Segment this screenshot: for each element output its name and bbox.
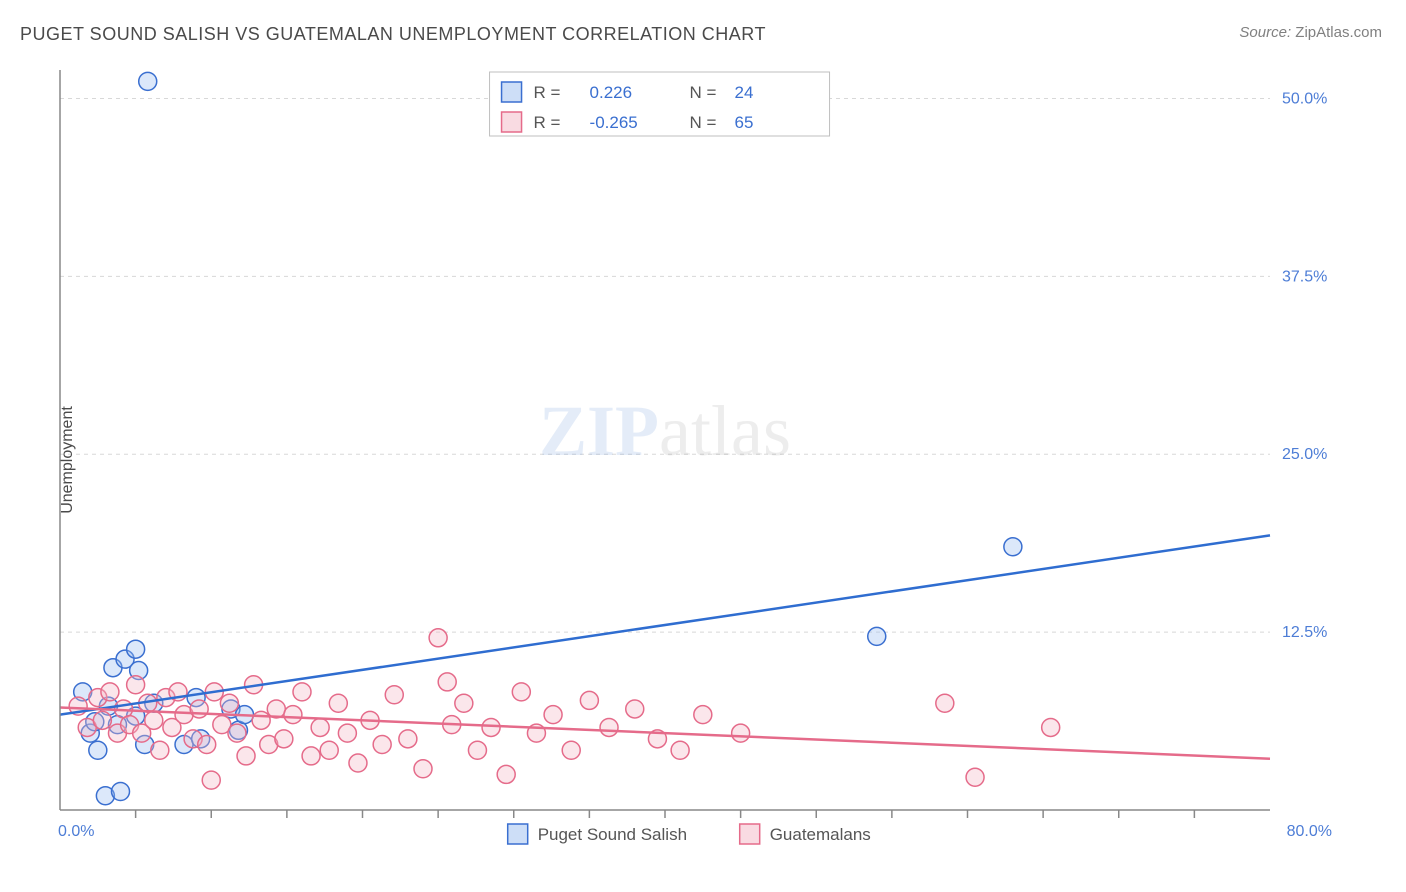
- data-point: [373, 736, 391, 754]
- data-point: [626, 700, 644, 718]
- data-point: [936, 694, 954, 712]
- source-attribution: Source: ZipAtlas.com: [1239, 24, 1382, 41]
- x-min-label: 0.0%: [58, 823, 94, 840]
- data-point: [190, 700, 208, 718]
- legend-swatch: [740, 824, 760, 844]
- y-axis-label: Unemployment: [59, 406, 77, 514]
- data-point: [93, 711, 111, 729]
- data-point: [302, 747, 320, 765]
- data-point: [151, 741, 169, 759]
- data-point: [329, 694, 347, 712]
- data-point: [320, 741, 338, 759]
- legend-r-label: R =: [534, 113, 561, 132]
- data-point: [694, 706, 712, 724]
- data-point: [455, 694, 473, 712]
- data-point: [438, 673, 456, 691]
- legend-series-label: Guatemalans: [770, 825, 871, 844]
- chart-area: Unemployment 12.5% 25.0% 37.5% 50.0% ZIPatla…: [50, 60, 1350, 860]
- legend-n-value: 24: [735, 83, 754, 102]
- data-point: [1042, 718, 1060, 736]
- legend-swatch: [502, 112, 522, 132]
- data-point: [562, 741, 580, 759]
- data-point: [198, 736, 216, 754]
- scatter-chart: 12.5% 25.0% 37.5% 50.0% ZIPatlas 0.0% 80.0% R =…: [50, 60, 1350, 860]
- data-point: [966, 768, 984, 786]
- legend-n-label: N =: [690, 83, 717, 102]
- data-point: [429, 629, 447, 647]
- data-point: [101, 683, 119, 701]
- data-point: [127, 676, 145, 694]
- data-point: [237, 747, 255, 765]
- legend-r-value: 0.226: [590, 83, 633, 102]
- trend-line: [60, 535, 1270, 714]
- source-label: Source:: [1239, 24, 1291, 41]
- data-point: [228, 724, 246, 742]
- data-point: [385, 686, 403, 704]
- source-value: ZipAtlas.com: [1295, 24, 1382, 41]
- data-point: [414, 760, 432, 778]
- chart-title: PUGET SOUND SALISH VS GUATEMALAN UNEMPLO…: [20, 24, 766, 45]
- data-point: [220, 694, 238, 712]
- data-point: [468, 741, 486, 759]
- data-point: [139, 72, 157, 90]
- data-point: [338, 724, 356, 742]
- legend-n-label: N =: [690, 113, 717, 132]
- watermark: ZIPatlas: [539, 391, 791, 471]
- data-point: [1004, 538, 1022, 556]
- legend-swatch: [508, 824, 528, 844]
- data-point: [868, 627, 886, 645]
- data-point: [112, 783, 130, 801]
- data-point: [275, 730, 293, 748]
- data-point: [580, 691, 598, 709]
- y-tick-label: 50.0%: [1282, 90, 1327, 107]
- data-point: [293, 683, 311, 701]
- data-point: [252, 711, 270, 729]
- data-point: [732, 724, 750, 742]
- data-point: [127, 640, 145, 658]
- data-point: [349, 754, 367, 772]
- legend-series-label: Puget Sound Salish: [538, 825, 687, 844]
- y-tick-label: 37.5%: [1282, 268, 1327, 285]
- data-point: [145, 711, 163, 729]
- legend-r-value: -0.265: [590, 113, 638, 132]
- data-point: [671, 741, 689, 759]
- legend-r-label: R =: [534, 83, 561, 102]
- y-tick-label: 25.0%: [1282, 446, 1327, 463]
- data-point: [497, 765, 515, 783]
- legend-n-value: 65: [735, 113, 754, 132]
- y-tick-label: 12.5%: [1282, 624, 1327, 641]
- data-point: [89, 741, 107, 759]
- data-point: [284, 706, 302, 724]
- data-point: [202, 771, 220, 789]
- x-max-label: 80.0%: [1287, 823, 1332, 840]
- data-point: [399, 730, 417, 748]
- data-point: [482, 718, 500, 736]
- data-point: [544, 706, 562, 724]
- data-point: [512, 683, 530, 701]
- legend-swatch: [502, 82, 522, 102]
- data-point: [600, 718, 618, 736]
- data-point: [311, 718, 329, 736]
